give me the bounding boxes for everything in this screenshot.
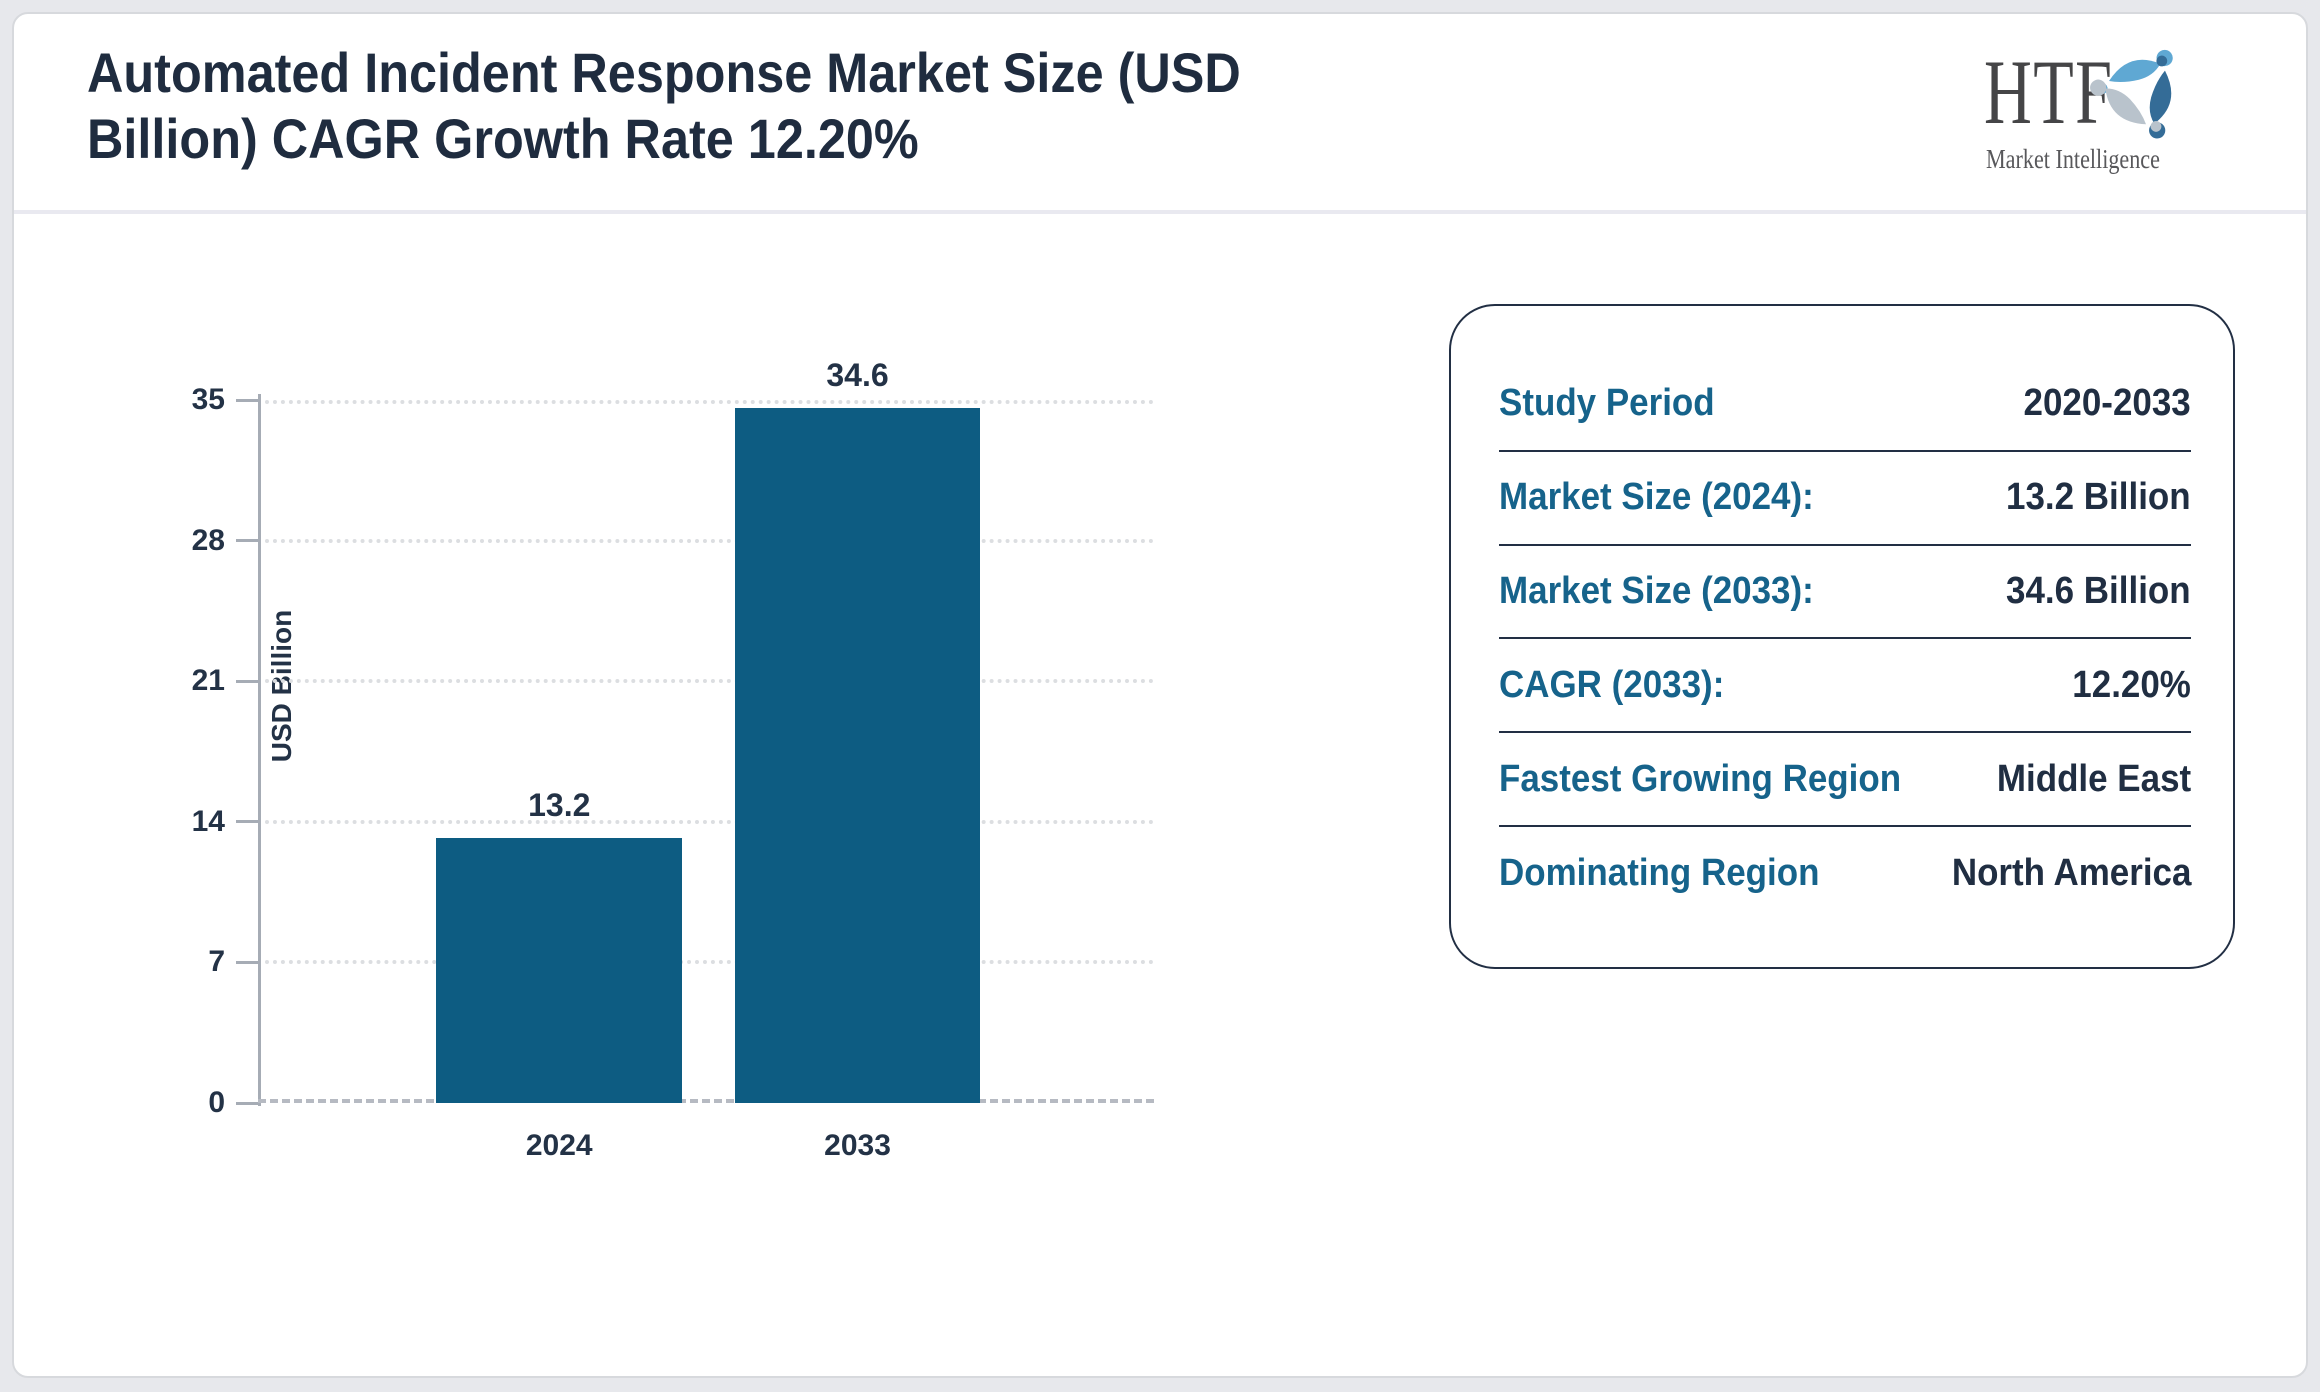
panel-label: Market Size (2033): bbox=[1499, 570, 1814, 613]
page-title: Automated Incident Response Market Size … bbox=[87, 40, 1401, 172]
gridline bbox=[265, 960, 1154, 965]
bar-value-label: 13.2 bbox=[528, 786, 591, 823]
panel-row-study-period: Study Period 2020-2033 bbox=[1499, 358, 2191, 450]
gridline bbox=[265, 400, 1154, 404]
y-tick-label: 14 bbox=[191, 804, 225, 838]
summary-panel: Study Period 2020-2033 Market Size (2024… bbox=[1449, 304, 2235, 969]
panel-row-market-size-2033: Market Size (2033): 34.6 Billion bbox=[1499, 543, 2191, 638]
panel-label: Market Size (2024): bbox=[1499, 476, 1814, 519]
panel-label: Dominating Region bbox=[1499, 851, 1820, 894]
logo-tagline: Market Intelligence bbox=[1986, 144, 2160, 174]
logo-text: HTF bbox=[1984, 41, 2114, 143]
panel-value: Middle East bbox=[1996, 757, 2191, 800]
y-tick-label: 28 bbox=[191, 523, 225, 557]
y-axis-line bbox=[258, 394, 261, 1106]
content-card: Automated Incident Response Market Size … bbox=[12, 12, 2308, 1378]
panel-value: 34.6 Billion bbox=[2006, 570, 2191, 613]
gridline bbox=[265, 538, 1154, 543]
bar-value-label: 34.6 bbox=[826, 357, 889, 394]
gridline bbox=[265, 819, 1154, 824]
y-tick-label: 0 bbox=[208, 1086, 225, 1119]
htf-logo: HTF bbox=[1984, 36, 2244, 186]
y-axis: 0 7 14 21 28 35 bbox=[14, 383, 261, 1119]
y-tick-mark bbox=[236, 1101, 258, 1105]
bar-2033 bbox=[734, 408, 981, 1103]
y-tick-mark bbox=[236, 398, 258, 402]
gridline bbox=[265, 679, 1154, 684]
x-axis-label: 2024 bbox=[525, 1129, 593, 1162]
panel-value: North America bbox=[1951, 851, 2191, 894]
panel-value: 12.20% bbox=[2072, 663, 2191, 706]
panel-value: 2020-2033 bbox=[2023, 382, 2191, 425]
panel-row-cagr: CAGR (2033): 12.20% bbox=[1499, 637, 2191, 731]
y-tick-mark bbox=[236, 820, 258, 824]
panel-row-market-size-2024: Market Size (2024): 13.2 Billion bbox=[1499, 449, 2191, 544]
y-tick-mark bbox=[236, 960, 258, 964]
x-axis-label: 2033 bbox=[824, 1129, 891, 1162]
plot-area: 13.2 2024 34.6 2033 bbox=[258, 357, 1154, 1162]
y-tick-mark bbox=[236, 679, 258, 683]
panel-label: CAGR (2033): bbox=[1499, 663, 1725, 706]
bar-2024 bbox=[436, 837, 683, 1103]
logo-swirl-icon bbox=[2090, 49, 2173, 139]
y-tick-label: 7 bbox=[208, 945, 225, 979]
page-title-line-2: Billion) CAGR Growth Rate 12.20% bbox=[87, 107, 919, 170]
panel-row-dominating-region: Dominating Region North America bbox=[1499, 825, 2191, 919]
panel-row-fastest-growing-region: Fastest Growing Region Middle East bbox=[1499, 731, 2191, 825]
panel-value: 13.2 Billion bbox=[2006, 476, 2191, 519]
page-title-line-1: Automated Incident Response Market Size … bbox=[87, 41, 1241, 104]
x-axis-baseline bbox=[258, 1099, 1154, 1103]
header: Automated Incident Response Market Size … bbox=[14, 14, 2306, 214]
y-tick-mark bbox=[236, 539, 258, 543]
y-tick-label: 35 bbox=[191, 383, 225, 416]
panel-label: Study Period bbox=[1499, 382, 1715, 425]
panel-label: Fastest Growing Region bbox=[1499, 757, 1902, 800]
y-tick-label: 21 bbox=[191, 664, 225, 698]
